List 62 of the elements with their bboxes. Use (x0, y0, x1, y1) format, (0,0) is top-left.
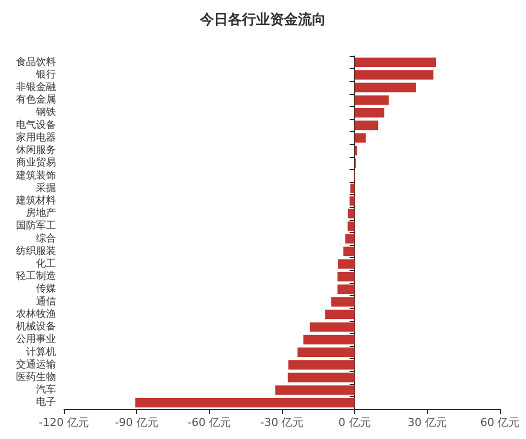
y-tick-label: 有色金属 (16, 94, 56, 106)
y-tick-label: 电气设备 (16, 118, 56, 131)
y-tick-label: 国防军工 (16, 220, 56, 232)
y-tick-label: 采掘 (36, 182, 56, 194)
y-tick-label: 建筑材料 (15, 194, 56, 206)
bar (354, 70, 434, 80)
x-tick-label: 60 亿元 (480, 416, 520, 429)
y-tick-label: 纺织服装 (16, 244, 56, 257)
bar (275, 385, 355, 395)
bar (343, 246, 355, 256)
y-tick-label: 医药生物 (16, 370, 56, 383)
x-tick-label: 0 亿元 (338, 416, 371, 429)
x-tick-label: -90 亿元 (114, 416, 158, 429)
y-tick-label: 计算机 (26, 346, 56, 358)
bar (348, 208, 355, 218)
bar (354, 58, 436, 68)
y-tick-label: 钢铁 (35, 106, 56, 118)
bar (310, 322, 355, 332)
bar (325, 310, 355, 320)
y-tick-label: 化工 (36, 258, 56, 270)
chart-title: 今日各行业资金流向 (199, 11, 326, 28)
bar (337, 272, 355, 282)
y-tick-label: 非银金融 (16, 81, 56, 94)
y-tick-label: 传媒 (36, 284, 56, 295)
bar (350, 196, 355, 206)
y-tick-label: 农林牧渔 (16, 308, 56, 320)
bar (354, 120, 378, 130)
bar (298, 348, 355, 357)
bar (303, 334, 355, 344)
x-tick-label: -120 亿元 (38, 416, 90, 429)
y-tick-label: 银行 (35, 69, 56, 80)
x-tick-label: 30 亿元 (408, 416, 448, 429)
bar (288, 360, 355, 370)
y-tick-label: 通信 (36, 295, 56, 308)
bar (354, 95, 389, 105)
bar (354, 82, 416, 92)
y-tick-label: 交通运输 (16, 358, 56, 370)
y-tick-label: 电子 (36, 396, 56, 408)
y-tick-label: 休闲服务 (16, 144, 56, 156)
bar (331, 297, 355, 307)
bar (288, 372, 355, 382)
bar (345, 234, 355, 244)
y-tick-label: 汽车 (36, 384, 56, 396)
bar (337, 284, 355, 294)
x-tick-label: -60 亿元 (188, 416, 232, 429)
bar (350, 184, 355, 194)
bar (354, 108, 384, 118)
bar (354, 133, 366, 143)
bar (354, 146, 358, 156)
y-tick-label: 公用事业 (16, 333, 56, 346)
y-tick-label: 综合 (36, 232, 56, 244)
y-tick-label: 食品饮料 (16, 56, 56, 68)
y-tick-label: 机械设备 (16, 320, 56, 333)
bar (135, 398, 355, 408)
bar (338, 259, 355, 269)
x-tick-label: -30 亿元 (260, 416, 304, 429)
y-tick-label: 商业贸易 (16, 156, 56, 169)
y-tick-label: 房地产 (26, 207, 56, 220)
y-tick-label: 家用电器 (16, 131, 56, 144)
y-tick-label: 轻工制造 (16, 270, 56, 282)
bar (348, 221, 355, 231)
y-tick-label: 建筑装饰 (15, 169, 56, 182)
